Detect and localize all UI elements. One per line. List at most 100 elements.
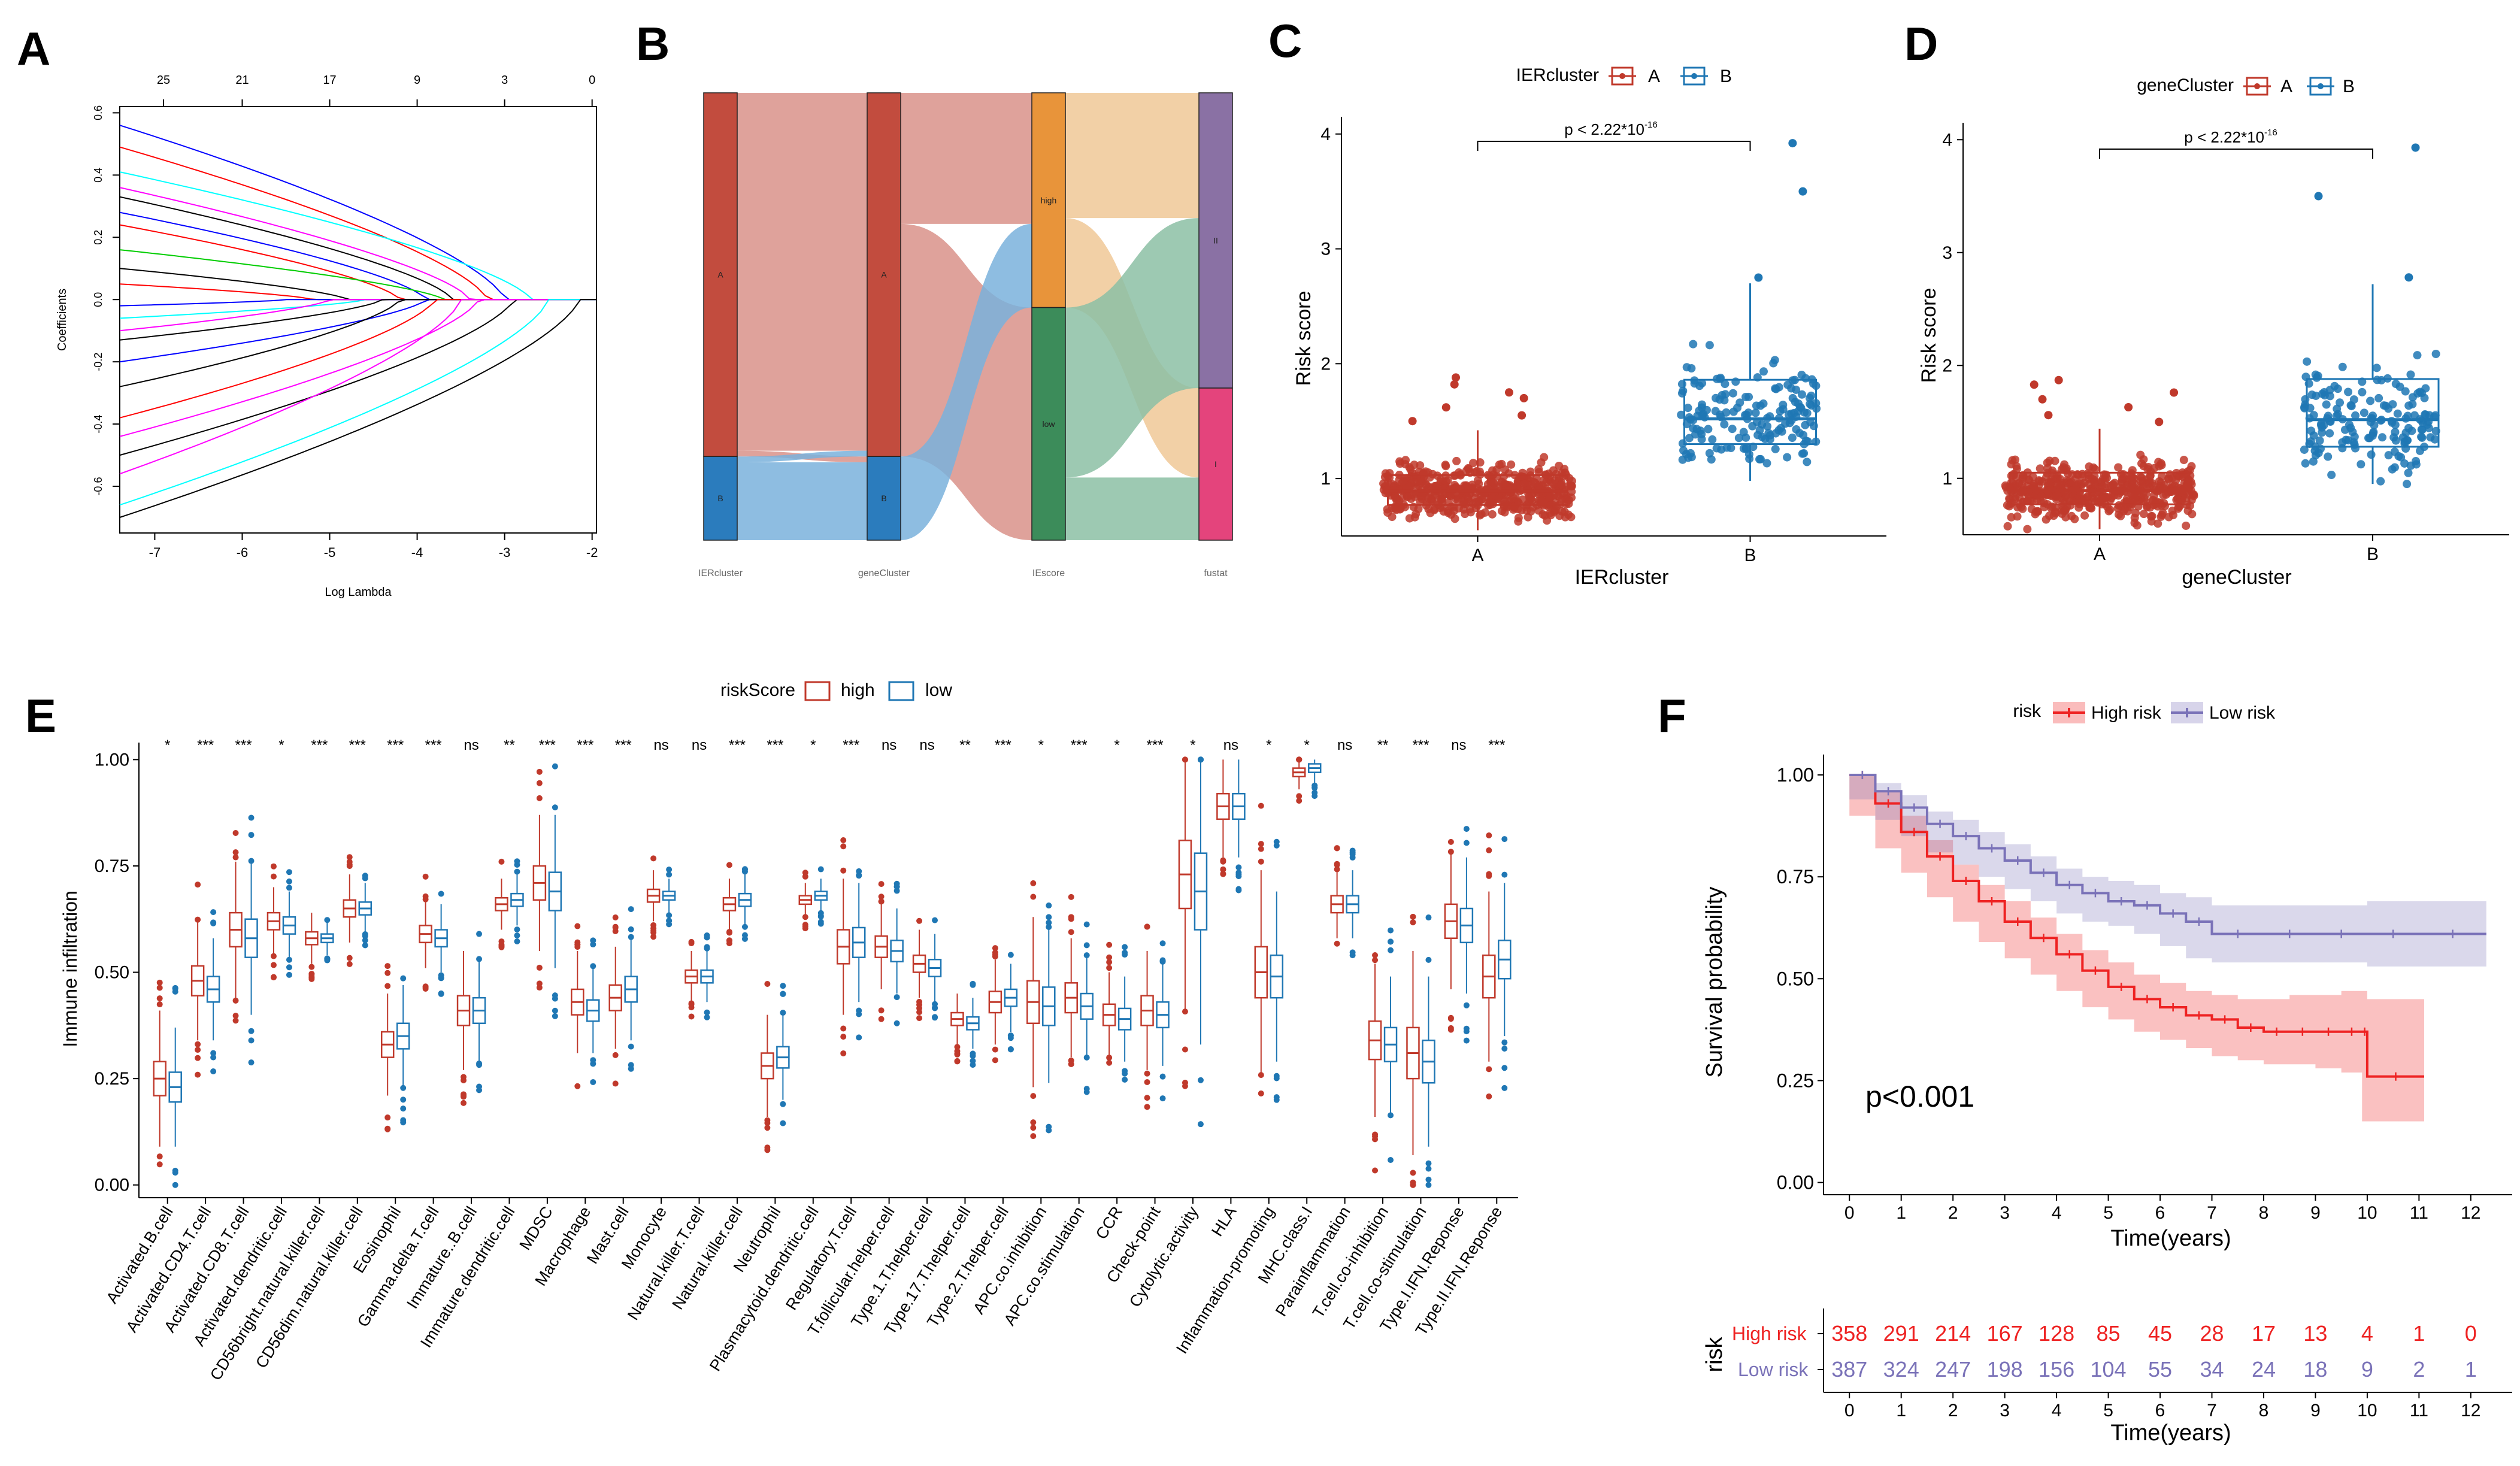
panel-e-outlier bbox=[764, 1144, 771, 1151]
panel-e-outlier bbox=[1030, 1125, 1037, 1131]
panel-e-outlier bbox=[476, 931, 483, 937]
panel-e-outlier bbox=[232, 1013, 239, 1019]
panel-e-outlier bbox=[400, 1097, 407, 1103]
panel-e-outlier bbox=[878, 898, 885, 905]
panel-e-outlier bbox=[195, 1055, 201, 1061]
panel-e-significance: * bbox=[1266, 737, 1271, 753]
panel-e-outlier bbox=[514, 938, 520, 944]
panel-d-point bbox=[2389, 433, 2398, 442]
panel-d-point bbox=[2351, 411, 2360, 420]
panel-label-d: D bbox=[1904, 17, 1938, 70]
panel-e-significance: * bbox=[278, 737, 284, 753]
panel-f-table-x-tick-label: 1 bbox=[1896, 1401, 1906, 1420]
panel-d-point bbox=[2143, 465, 2152, 474]
panel-d-point bbox=[2085, 462, 2094, 471]
panel-e-outlier bbox=[954, 1051, 961, 1058]
panel-e-outlier bbox=[514, 868, 520, 875]
panel-d-point bbox=[2320, 391, 2329, 400]
panel-e-significance: *** bbox=[387, 737, 404, 753]
panel-e-outlier bbox=[893, 994, 900, 1001]
panel-e-outlier bbox=[1122, 1068, 1128, 1074]
panel-b-axis-label: IEscore bbox=[1032, 568, 1065, 578]
panel-c-point bbox=[1781, 419, 1790, 428]
panel-e-outlier bbox=[878, 881, 885, 888]
panel-b-node bbox=[1031, 307, 1066, 541]
panel-d-point bbox=[2406, 370, 2415, 379]
panel-e-outlier bbox=[916, 1015, 923, 1022]
panel-d-legend-label-b: B bbox=[2343, 77, 2355, 96]
panel-c-point bbox=[1406, 482, 1415, 491]
panel-f-pvalue: p<0.001 bbox=[1865, 1080, 1974, 1113]
panel-a-top-tick-label: 25 bbox=[157, 74, 170, 87]
panel-e-significance: ** bbox=[959, 737, 971, 753]
panel-f-table-title: risk bbox=[1702, 1336, 1727, 1372]
panel-e-outlier bbox=[856, 1007, 862, 1014]
panel-e-outlier bbox=[476, 956, 483, 962]
panel-c-outlier-point bbox=[1408, 417, 1417, 426]
panel-b-flow bbox=[737, 93, 867, 451]
panel-f-x-tick-label: 6 bbox=[2155, 1203, 2165, 1223]
panel-d-point bbox=[2139, 510, 2148, 519]
panel-e-significance: *** bbox=[197, 737, 214, 753]
panel-e-outlier bbox=[270, 974, 277, 981]
panel-e-outlier bbox=[422, 896, 429, 902]
panel-e-outlier bbox=[1030, 1133, 1037, 1140]
panel-f-x-tick-label: 9 bbox=[2310, 1203, 2321, 1223]
panel-f-table-count-low: 1 bbox=[2465, 1357, 2477, 1382]
panel-d-point bbox=[2065, 496, 2074, 505]
panel-d-point bbox=[2183, 507, 2192, 516]
panel-e-outlier bbox=[1447, 1016, 1454, 1022]
panel-e-outlier bbox=[840, 1025, 847, 1032]
panel-d-point bbox=[2370, 421, 2379, 430]
panel-e-outlier bbox=[1447, 838, 1454, 845]
panel-b-flow bbox=[901, 223, 1032, 540]
panel-e-outlier bbox=[628, 906, 634, 913]
panel-f-table-count-high: 13 bbox=[2303, 1321, 2327, 1346]
panel-e-outlier bbox=[514, 858, 520, 865]
panel-c-point bbox=[1401, 460, 1410, 469]
panel-e-outlier bbox=[1425, 1182, 1432, 1188]
panel-e-outlier bbox=[954, 1058, 961, 1065]
panel-c-point bbox=[1689, 340, 1698, 349]
panel-e-outlier bbox=[1258, 858, 1264, 865]
panel-c-point bbox=[1567, 481, 1576, 490]
panel-d-point bbox=[2067, 511, 2076, 520]
panel-d-point bbox=[2100, 470, 2109, 479]
panel-label-f: F bbox=[1658, 689, 1686, 742]
panel-c-point bbox=[1751, 408, 1760, 417]
panel-d-point bbox=[2348, 428, 2357, 437]
panel-c-point bbox=[1742, 410, 1751, 419]
panel-e-outlier bbox=[1007, 1046, 1014, 1053]
panel-c-point bbox=[1436, 495, 1445, 504]
panel-f-table-count-high: 17 bbox=[2252, 1321, 2276, 1346]
panel-d-outlier-point bbox=[2044, 411, 2053, 420]
panel-f-x-tick-label: 0 bbox=[1844, 1203, 1855, 1223]
panel-c-x-tick-label: B bbox=[1744, 546, 1756, 565]
panel-e-outlier bbox=[270, 863, 277, 870]
panel-e-outlier bbox=[346, 854, 353, 861]
panel-e-outlier bbox=[1106, 965, 1113, 971]
panel-f-y-tick-label: 0.00 bbox=[1777, 1172, 1814, 1194]
panel-d-point bbox=[2001, 481, 2010, 490]
panel-c-point bbox=[1758, 432, 1767, 441]
panel-e-outlier bbox=[248, 1028, 255, 1034]
panel-d-point bbox=[2180, 494, 2189, 503]
panel-e-outlier bbox=[1182, 1008, 1188, 1015]
panel-a-y-tick-label: 0.2 bbox=[92, 230, 104, 245]
panel-c-pvalue: p < 2.22*10-16 bbox=[1564, 120, 1657, 138]
panel-d-y-tick-label: 1 bbox=[1942, 469, 1952, 489]
panel-e-outlier bbox=[1220, 858, 1226, 865]
panel-c-legend-key-a bbox=[1609, 66, 1636, 86]
panel-e-outlier bbox=[1083, 1086, 1090, 1092]
panel-c-point bbox=[1525, 495, 1534, 504]
panel-f-table-count-low: 198 bbox=[1987, 1357, 2023, 1382]
panel-b-flows bbox=[737, 93, 1199, 541]
panel-d-point bbox=[2393, 409, 2402, 418]
panel-f-table-count-low: 247 bbox=[1935, 1357, 1971, 1382]
panel-e-outlier bbox=[1410, 1179, 1416, 1186]
panel-e-outlier bbox=[666, 917, 673, 924]
panel-e-outlier bbox=[156, 979, 163, 986]
panel-d-point bbox=[2367, 450, 2376, 459]
panel-f-legend-label-high: High risk bbox=[2091, 703, 2162, 723]
panel-e-outlier bbox=[1159, 940, 1166, 947]
